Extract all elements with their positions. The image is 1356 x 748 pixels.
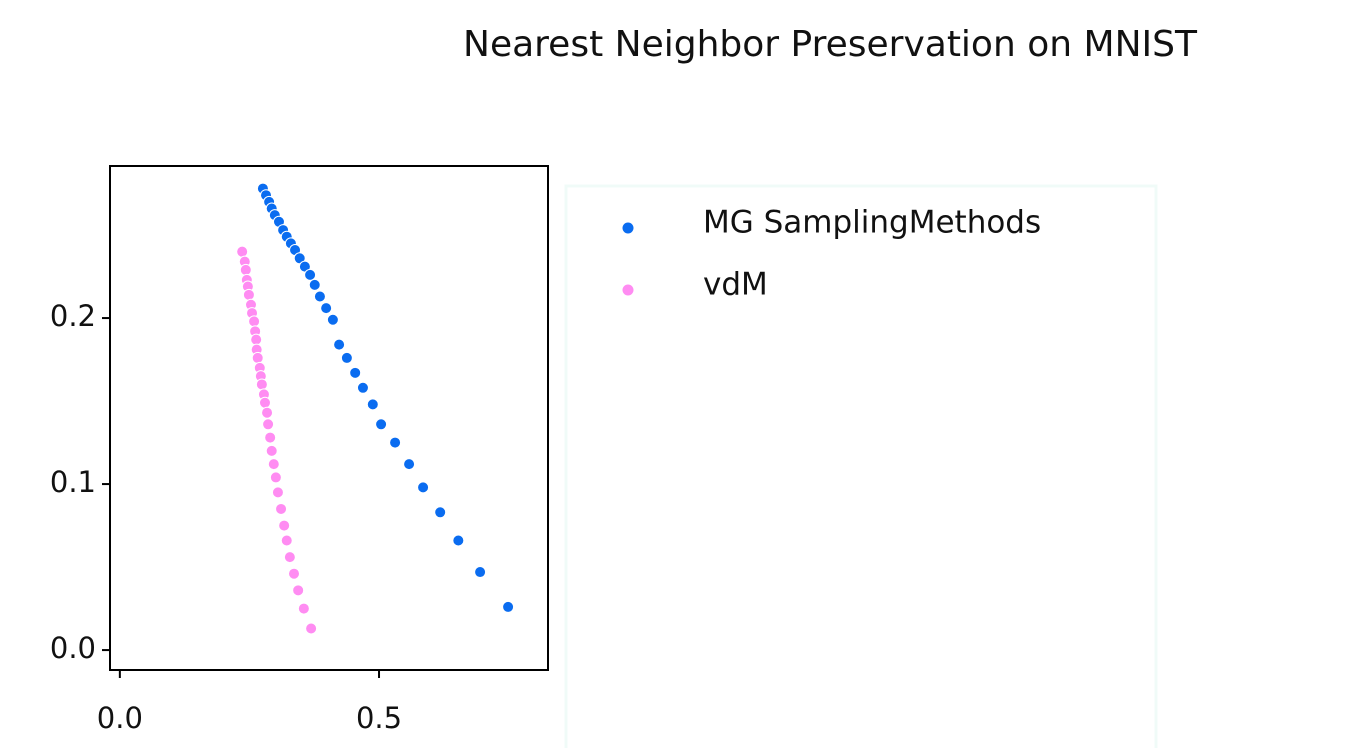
y-tick-label: 0.2 — [50, 299, 96, 333]
scatter-point — [261, 406, 274, 419]
scatter-point — [474, 566, 487, 579]
plot-frame — [109, 165, 549, 671]
scatter-point — [333, 338, 346, 351]
scatter-point — [275, 502, 288, 515]
scatter-point — [417, 481, 430, 494]
scatter-point — [251, 351, 264, 364]
scatter-point — [264, 431, 277, 444]
legend-label: vdM — [703, 267, 768, 303]
scatter-point — [349, 366, 362, 379]
scatter-point — [265, 444, 278, 457]
scatter-point — [403, 458, 416, 471]
scatter-point — [304, 268, 317, 281]
chart-title: Nearest Neighbor Preservation on MNIST — [463, 24, 1198, 65]
legend-box — [564, 184, 1158, 748]
scatter-point — [340, 351, 353, 364]
scatter-point — [250, 333, 263, 346]
legend-label: MG SamplingMethods — [703, 205, 1041, 241]
scatter-point — [262, 418, 275, 431]
scatter-point — [320, 302, 333, 315]
scatter-point — [267, 458, 280, 471]
scatter-point — [308, 278, 321, 291]
y-tick-label: 0.1 — [50, 465, 96, 499]
scatter-point — [434, 506, 447, 519]
scatter-point — [269, 471, 282, 484]
scatter-point — [297, 602, 310, 615]
scatter-point — [271, 486, 284, 499]
scatter-point — [356, 381, 369, 394]
scatter-point — [248, 315, 261, 328]
legend-marker — [622, 284, 634, 296]
scatter-point — [389, 436, 402, 449]
scatter-point — [278, 519, 291, 532]
x-tick-label: 0.5 — [356, 701, 402, 735]
scatter-point — [280, 534, 293, 547]
scatter-point — [305, 622, 318, 635]
scatter-point — [502, 600, 515, 613]
legend-marker — [622, 222, 634, 234]
scatter-point — [313, 290, 326, 303]
scatter-point — [242, 288, 255, 301]
scatter-point — [452, 534, 465, 547]
scatter-point — [375, 418, 388, 431]
scatter-point — [283, 551, 296, 564]
scatter-point — [326, 313, 339, 326]
x-tick-label: 0.0 — [97, 701, 143, 735]
scatter-point — [255, 378, 268, 391]
scatter-point — [292, 584, 305, 597]
scatter-point — [258, 396, 271, 409]
scatter-point — [239, 263, 252, 276]
y-tick-label: 0.0 — [50, 631, 96, 665]
scatter-point — [288, 567, 301, 580]
scatter-point — [236, 245, 249, 258]
scatter-point — [366, 398, 379, 411]
